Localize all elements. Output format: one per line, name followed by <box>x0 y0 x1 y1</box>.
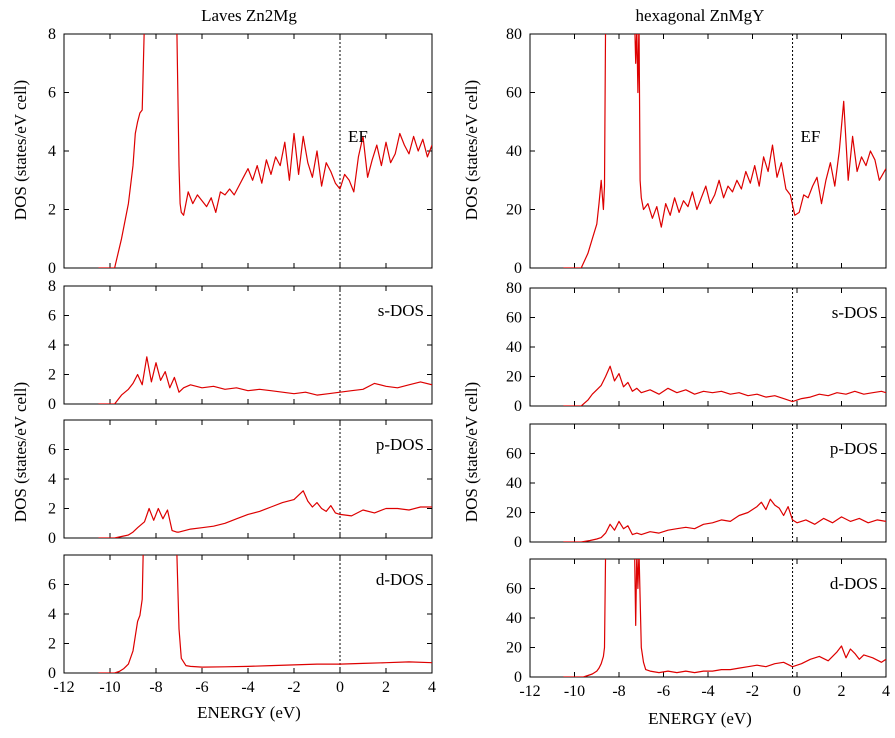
dos-curve <box>98 356 432 404</box>
x-tick-label: 0 <box>336 679 344 696</box>
right-total-panel: 0 20 40 60 80 EF <box>506 26 887 277</box>
panel-label: p-DOS <box>376 435 424 454</box>
left-xlabel: ENERGY (eV) <box>197 703 301 722</box>
dos-curve <box>563 365 886 406</box>
right-s-DOS-panel: 0 20 40 60 80 s-DOS <box>506 280 887 415</box>
y-tick-label: 80 <box>506 26 522 43</box>
x-tick-label: -10 <box>564 683 585 700</box>
y-tick-label: 20 <box>506 202 522 219</box>
x-tick-label: 2 <box>382 679 390 696</box>
right-middle-ylabel: DOS (states/eV cell) <box>462 382 481 522</box>
y-tick-label: 60 <box>506 581 522 598</box>
y-tick-label: 4 <box>48 471 56 488</box>
y-tick-label: 8 <box>48 26 56 43</box>
x-tick-label: 4 <box>428 679 436 696</box>
y-tick-label: 6 <box>48 308 56 325</box>
y-tick-label: 0 <box>48 396 56 413</box>
dos-curve <box>98 34 432 268</box>
y-tick-label: 4 <box>48 143 56 160</box>
panel-label: s-DOS <box>832 303 878 322</box>
dos-curve <box>563 34 886 268</box>
y-tick-label: 20 <box>506 640 522 657</box>
left-d-DOS-panel: -12 -10 -8 -6 -4 -2 0 2 4 0 2 4 6 d-DOS <box>48 554 436 696</box>
y-tick-label: 2 <box>48 636 56 653</box>
y-tick-label: 80 <box>506 280 522 297</box>
panel-label: s-DOS <box>378 301 424 320</box>
y-tick-label: 0 <box>514 534 522 551</box>
right-p-DOS-panel: 0 20 40 60 p-DOS <box>506 423 887 551</box>
x-tick-label: -2 <box>746 683 759 700</box>
y-tick-label: 20 <box>506 369 522 386</box>
y-tick-label: 60 <box>506 310 522 327</box>
panel-label: EF <box>801 127 821 146</box>
dos-curve <box>98 490 432 538</box>
x-tick-label: -4 <box>241 679 254 696</box>
y-tick-label: 6 <box>48 577 56 594</box>
x-tick-label: -6 <box>195 679 208 696</box>
y-tick-label: 6 <box>48 442 56 459</box>
dos-curve <box>563 559 886 677</box>
x-tick-label: -6 <box>657 683 670 700</box>
y-tick-label: 40 <box>506 339 522 356</box>
y-tick-label: 40 <box>506 475 522 492</box>
x-tick-label: -8 <box>149 679 162 696</box>
y-tick-label: 20 <box>506 505 522 522</box>
y-tick-label: 60 <box>506 446 522 463</box>
x-tick-label: -10 <box>99 679 120 696</box>
y-tick-label: 2 <box>48 501 56 518</box>
y-tick-label: 0 <box>514 398 522 415</box>
dos-curve <box>98 555 432 673</box>
x-tick-label: 2 <box>838 683 846 700</box>
x-tick-label: -4 <box>701 683 714 700</box>
y-tick-label: 40 <box>506 143 522 160</box>
y-tick-label: 60 <box>506 85 522 102</box>
plot-frame <box>529 33 887 269</box>
y-tick-label: 2 <box>48 202 56 219</box>
y-tick-label: 2 <box>48 367 56 384</box>
x-tick-label: -8 <box>612 683 625 700</box>
y-tick-label: 0 <box>48 665 56 682</box>
left-p-DOS-panel: 0 2 4 6 p-DOS <box>48 419 433 547</box>
panel-label: p-DOS <box>830 439 878 458</box>
panel-label: d-DOS <box>376 570 424 589</box>
x-tick-label: -12 <box>519 683 540 700</box>
left-column-title: Laves Zn2Mg <box>201 6 297 25</box>
panel-label: d-DOS <box>830 574 878 593</box>
left-total-panel: 0 2 4 6 8 EF <box>48 26 433 277</box>
y-tick-label: 40 <box>506 610 522 627</box>
y-tick-label: 4 <box>48 337 56 354</box>
x-tick-label: -2 <box>287 679 300 696</box>
x-tick-label: 0 <box>793 683 801 700</box>
y-tick-label: 8 <box>48 278 56 295</box>
y-tick-label: 0 <box>514 260 522 277</box>
y-tick-label: 0 <box>48 260 56 277</box>
y-tick-label: 0 <box>514 669 522 686</box>
left-top-ylabel: DOS (states/eV cell) <box>11 80 30 220</box>
left-middle-ylabel: DOS (states/eV cell) <box>11 382 30 522</box>
left-s-DOS-panel: 0 2 4 6 8 s-DOS <box>48 278 433 413</box>
y-tick-label: 6 <box>48 85 56 102</box>
right-top-ylabel: DOS (states/eV cell) <box>462 80 481 220</box>
right-xlabel: ENERGY (eV) <box>648 709 752 728</box>
x-tick-label: -12 <box>53 679 74 696</box>
panel-label: EF <box>348 127 368 146</box>
y-tick-label: 4 <box>48 606 56 623</box>
right-column-title: hexagonal ZnMgY <box>636 6 765 25</box>
dos-curve <box>563 498 886 542</box>
y-tick-label: 0 <box>48 530 56 547</box>
x-tick-label: 4 <box>882 683 890 700</box>
plot-frame <box>63 33 433 269</box>
panel-group: 0 2 4 6 8 EF 0 2 4 6 8 s-DOS 0 2 4 6 p-DOS -12 -10 -8 -6 -4 -2… <box>48 26 890 700</box>
